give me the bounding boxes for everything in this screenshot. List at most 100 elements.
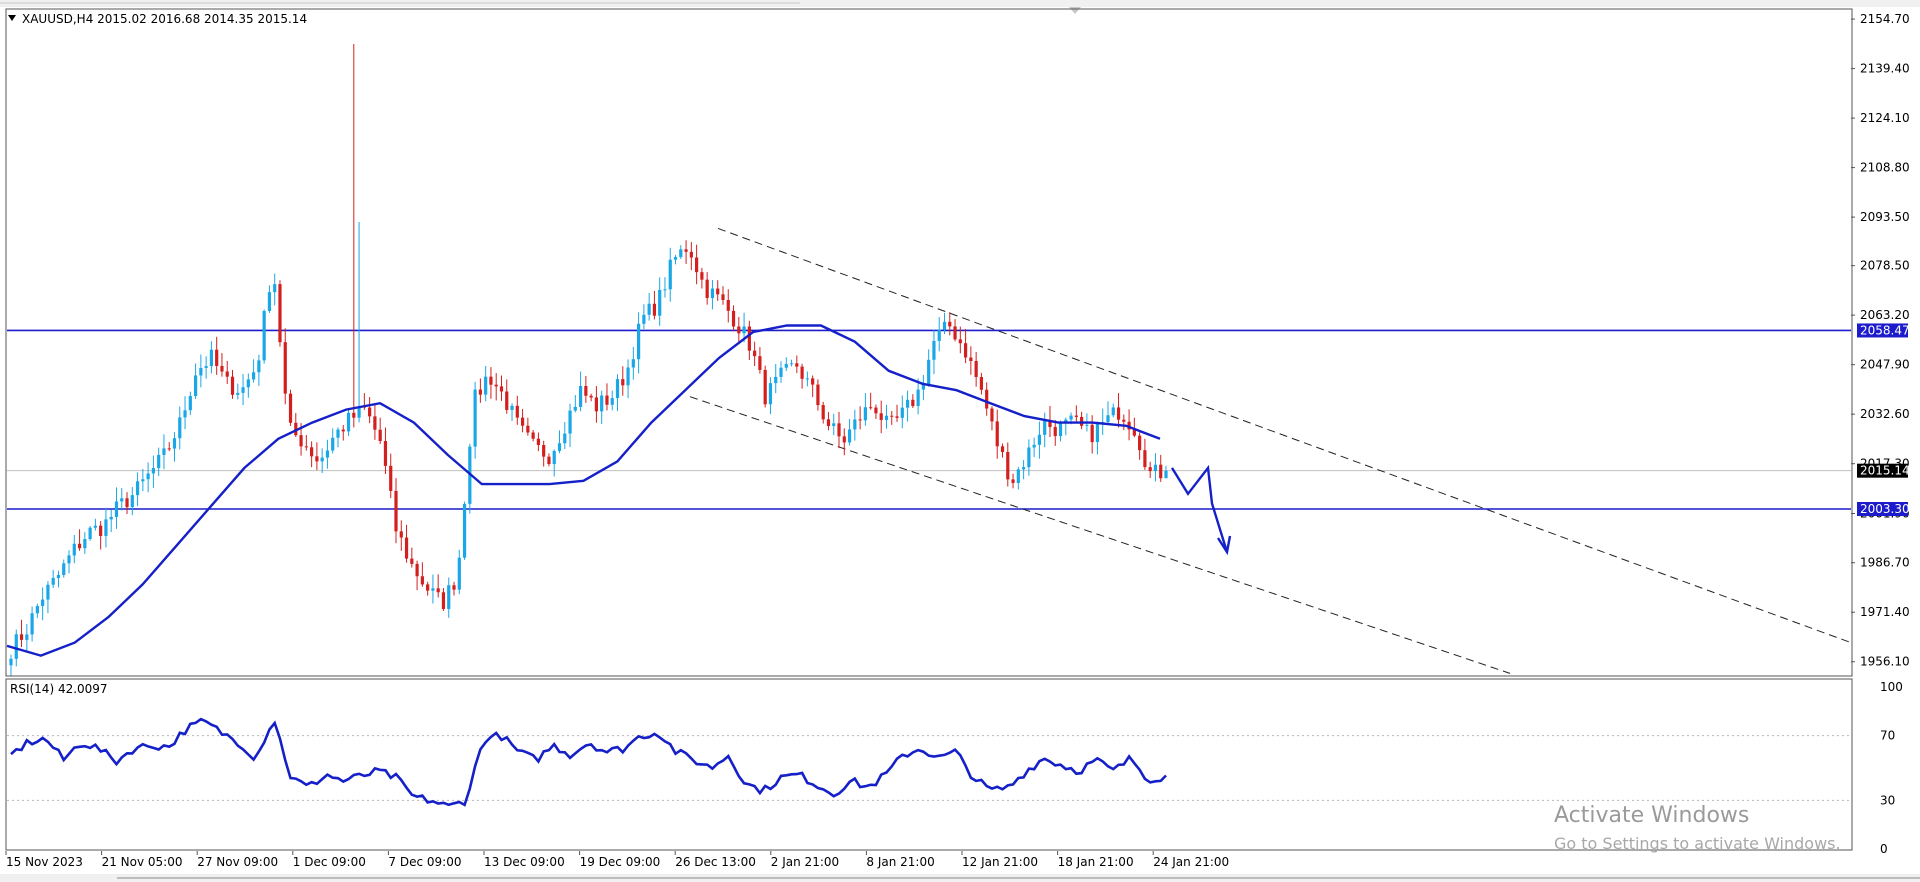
candle-body: [811, 378, 815, 385]
candle-body: [990, 408, 994, 422]
price-tick-label: 2063.20: [1860, 308, 1910, 322]
candle-body: [610, 398, 614, 405]
candle-body: [368, 407, 372, 417]
candle-body: [141, 479, 145, 482]
time-tick-label: 15 Nov 2023: [6, 855, 83, 869]
candle-body: [985, 389, 989, 409]
candle-body: [547, 456, 551, 465]
symbol-dropdown-icon[interactable]: [8, 15, 16, 21]
price-axis: 2154.70 2139.40 2124.10 2108.80 2093.50 2078.…: [1851, 12, 1910, 669]
candle-body: [969, 357, 973, 362]
time-tick-label: 12 Jan 21:00: [962, 855, 1038, 869]
candle-body: [167, 448, 171, 450]
candle-body: [658, 289, 662, 316]
candle-body: [589, 395, 593, 398]
candle-body: [663, 289, 667, 291]
candle-body: [1138, 435, 1142, 451]
candle-body: [178, 417, 182, 439]
candle-body: [383, 441, 388, 466]
candle-body: [420, 576, 424, 585]
candle-body: [948, 321, 952, 327]
candle-body: [1064, 419, 1068, 423]
candle-body: [911, 399, 915, 406]
candle-body: [884, 415, 889, 420]
candle-body: [837, 423, 841, 437]
candle-body: [225, 371, 229, 377]
price-tick-label: 2078.50: [1860, 259, 1910, 273]
candle-body: [1090, 424, 1094, 443]
candle-body: [410, 558, 414, 564]
candle-body: [241, 387, 245, 393]
candle-body: [310, 447, 314, 457]
candle-body: [747, 326, 751, 351]
rsi-header: RSI(14) 42.0097: [10, 682, 108, 696]
candle-body: [252, 372, 256, 380]
candle-body: [1127, 421, 1131, 430]
candle-body: [568, 410, 572, 434]
time-tick-label: 27 Nov 09:00: [197, 855, 278, 869]
candle-body: [1016, 469, 1020, 483]
candle-body: [869, 407, 873, 409]
candle-body: [742, 326, 746, 334]
candle-body: [478, 389, 482, 395]
candle-body: [927, 359, 931, 385]
candle-body: [83, 539, 87, 549]
projection-arrow-path[interactable]: [1170, 464, 1229, 553]
candle-body: [426, 584, 430, 591]
candle-body: [510, 405, 514, 410]
candle-body: [520, 417, 525, 426]
candle-body: [847, 429, 852, 443]
time-tick-label: 2 Jan 21:00: [771, 855, 839, 869]
channel-upper-line[interactable]: [717, 227, 1852, 644]
candle-body: [826, 419, 831, 427]
candle-body: [937, 329, 941, 341]
price-tick-label: 2139.40: [1860, 62, 1910, 76]
candle-body: [62, 563, 66, 575]
activate-windows-title: Activate Windows: [1554, 803, 1749, 828]
candle-body: [25, 634, 29, 640]
descending-channel[interactable]: [689, 227, 1852, 674]
candle-body: [531, 432, 535, 439]
price-tick-label: 2108.80: [1860, 161, 1910, 175]
candle-body: [447, 585, 451, 609]
candle-body: [932, 340, 936, 360]
candle-body: [700, 272, 704, 280]
candle-body: [642, 314, 646, 324]
horizontal-levels[interactable]: [7, 329, 1851, 510]
candle-body: [552, 450, 556, 465]
moving-average: [6, 324, 1161, 657]
candle-body: [637, 323, 641, 360]
candle-body: [784, 364, 788, 368]
projection-arrow[interactable]: [1170, 464, 1232, 556]
candle-body: [267, 292, 272, 312]
candle-body: [879, 413, 883, 420]
candle-body: [573, 406, 577, 411]
candle-body: [605, 395, 609, 405]
candle-body: [77, 543, 82, 549]
candle-body: [779, 367, 783, 377]
candle-body: [99, 525, 103, 536]
candle-body: [974, 361, 978, 378]
candle-body: [647, 303, 651, 315]
resistance-price-tag-label: 2058.47: [1860, 323, 1910, 337]
candle-body: [631, 359, 635, 368]
candle-body: [135, 481, 140, 496]
channel-lower-line[interactable]: [689, 396, 1511, 674]
candle-body: [1106, 415, 1110, 423]
candle-body: [1159, 464, 1163, 479]
candle-body: [30, 613, 34, 635]
candle-body: [689, 251, 693, 258]
candle-body: [278, 284, 282, 343]
candle-body: [684, 249, 688, 252]
ma-line: [6, 324, 1161, 657]
shift-marker-icon[interactable]: [1069, 7, 1081, 14]
current-price-tag-label: 2015.14: [1860, 464, 1910, 478]
candle-body: [832, 423, 836, 427]
projection-arrow-head[interactable]: [1216, 535, 1232, 556]
candle-body: [315, 456, 319, 462]
candle-body: [341, 429, 345, 432]
candle-body: [404, 537, 409, 559]
candle-body: [963, 343, 968, 358]
